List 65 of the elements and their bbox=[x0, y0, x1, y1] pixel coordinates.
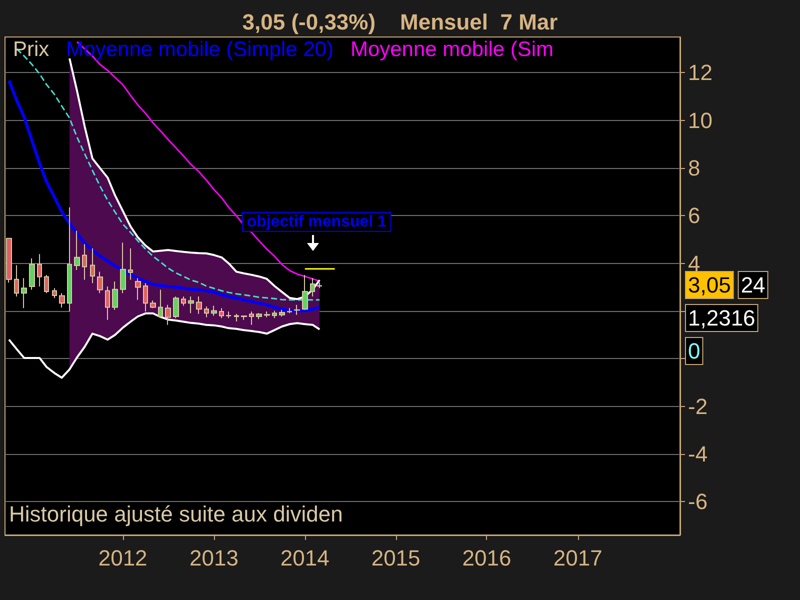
candlestick bbox=[249, 310, 254, 326]
y-tick-label: 10 bbox=[688, 108, 712, 133]
y-tick-label: 8 bbox=[688, 156, 700, 181]
candlestick bbox=[256, 312, 262, 320]
candlestick bbox=[317, 282, 322, 289]
candlestick bbox=[241, 315, 247, 320]
candlestick bbox=[173, 296, 179, 319]
y-tick-label: -6 bbox=[688, 489, 708, 514]
candlestick bbox=[143, 282, 148, 312]
candlestick bbox=[29, 258, 35, 290]
candlestick bbox=[105, 286, 110, 320]
candlestick bbox=[97, 271, 103, 294]
candlestick bbox=[112, 280, 118, 310]
candlestick bbox=[135, 278, 141, 300]
candlestick bbox=[6, 238, 12, 284]
candlestick bbox=[196, 296, 202, 314]
candlestick bbox=[294, 304, 300, 316]
candlestick bbox=[59, 292, 65, 308]
candlestick bbox=[165, 304, 171, 326]
annotation: objectif mensuel 1 bbox=[246, 213, 387, 230]
candlestick bbox=[37, 254, 42, 287]
candlestick bbox=[264, 310, 270, 318]
annotation: Historique ajusté suite aux dividen bbox=[9, 502, 343, 526]
chart-title: 3,05 (-0,33%) Mensuel 7 Mar bbox=[242, 10, 558, 34]
candlestick bbox=[44, 274, 49, 294]
x-tick-label: 2012 bbox=[98, 546, 148, 570]
candlestick bbox=[181, 296, 186, 306]
candlestick bbox=[272, 310, 277, 319]
text: 3,05 bbox=[688, 272, 731, 298]
y-tick-label: 6 bbox=[688, 203, 700, 228]
candlestick bbox=[52, 288, 57, 299]
candlestick bbox=[234, 313, 239, 322]
text: Moyenne mobile (Sim bbox=[350, 38, 554, 61]
candlestick bbox=[287, 308, 292, 314]
candlestick bbox=[14, 264, 19, 297]
candlestick bbox=[74, 230, 80, 271]
candlestick bbox=[150, 300, 156, 309]
y-tick-label: 12 bbox=[688, 60, 712, 86]
candlestick bbox=[128, 248, 133, 280]
candlestick bbox=[82, 244, 87, 280]
text: 0 bbox=[688, 338, 700, 364]
candlestick bbox=[219, 308, 224, 319]
x-tick-label: 2016 bbox=[462, 546, 512, 570]
candlestick bbox=[310, 278, 315, 297]
text: 1,2316 bbox=[688, 306, 756, 330]
line-series bbox=[8, 312, 321, 379]
candlestick bbox=[90, 248, 95, 284]
text: Prix bbox=[13, 38, 50, 61]
candlestick bbox=[21, 278, 27, 309]
candlestick bbox=[279, 309, 285, 317]
candlestick bbox=[302, 274, 308, 310]
candlestick bbox=[226, 310, 231, 319]
y-tick-label: -2 bbox=[688, 394, 708, 419]
candlestick bbox=[120, 242, 126, 294]
x-tick-label: 2015 bbox=[371, 546, 420, 570]
x-tick-label: 2013 bbox=[190, 546, 238, 570]
y-tick-label: -4 bbox=[688, 441, 708, 466]
candlestick bbox=[211, 305, 217, 316]
candlestick bbox=[204, 306, 209, 318]
candlestick bbox=[67, 206, 72, 312]
candlestick bbox=[158, 289, 163, 319]
x-tick-label: 2014 bbox=[280, 546, 330, 570]
candlestick bbox=[188, 296, 194, 314]
x-tick-label: 2017 bbox=[553, 546, 602, 570]
text: 24 bbox=[740, 272, 766, 298]
